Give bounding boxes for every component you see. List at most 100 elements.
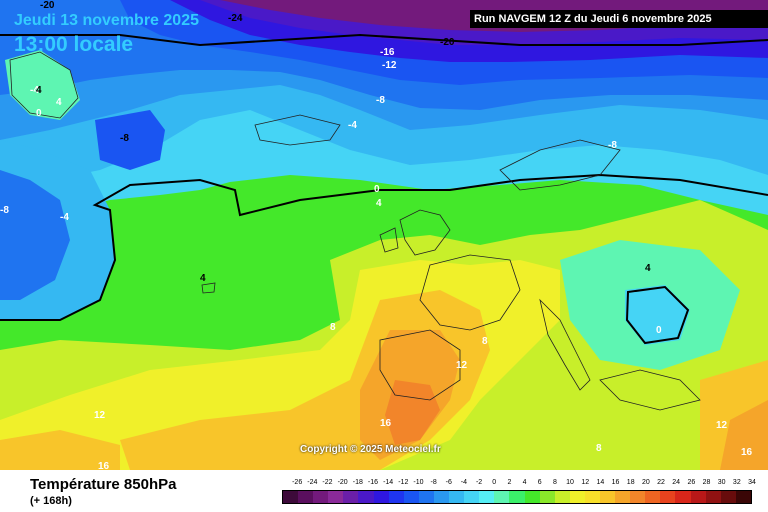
scale-value: 30 [717, 479, 726, 486]
scale-value: 18 [626, 479, 635, 486]
scale-value: 34 [748, 479, 756, 486]
scale-value: 20 [641, 479, 650, 486]
scale-value: -6 [445, 479, 452, 486]
contour-label: -16 [380, 47, 395, 58]
scale-value: 8 [552, 479, 557, 486]
scale-swatch [539, 491, 555, 503]
pocket-zero-contour [625, 285, 690, 345]
scale-value: 0 [492, 479, 497, 486]
scale-swatch [433, 491, 450, 503]
scale-swatch [283, 491, 299, 503]
scale-value: -14 [383, 479, 394, 486]
scale-value: -24 [307, 479, 318, 486]
temperature-map: Jeudi 13 novembre 2025 13:00 locale Run … [0, 0, 768, 470]
zero-contour [0, 173, 768, 321]
scale-value: -26 [292, 479, 303, 486]
scale-swatch [735, 491, 751, 503]
scale-swatch [705, 491, 721, 503]
scale-swatch [494, 491, 510, 503]
scale-value: -2 [475, 479, 483, 486]
scale-value: 14 [596, 479, 605, 486]
contour-label: 16 [741, 447, 753, 458]
forecast-date: Jeudi 13 novembre 2025 [14, 12, 199, 29]
scale-value: -4 [460, 479, 468, 486]
contour-label: -4 [30, 85, 39, 96]
contour-label: -8 [376, 95, 385, 106]
scale-value: 10 [566, 479, 574, 486]
scale-value: 12 [581, 479, 590, 486]
scale-swatch [388, 491, 404, 503]
scale-swatch [464, 491, 480, 503]
contour-label: 16 [98, 461, 110, 470]
run-banner: Run NAVGEM 12 Z du Jeudi 6 novembre 2025 [470, 10, 768, 28]
contour-label: 4 [645, 263, 651, 274]
greenland-island [5, 50, 80, 120]
scale-swatch [554, 491, 570, 503]
scale-swatch [615, 491, 631, 503]
scale-value: 16 [611, 479, 620, 486]
contour-label: -8 [608, 140, 617, 151]
contour-label: 4 [376, 198, 382, 209]
scale-value: -18 [352, 479, 363, 486]
scale-swatch [660, 491, 676, 503]
scale-value: 4 [522, 479, 527, 486]
contour-label: -4 [60, 212, 69, 223]
scale-value: -16 [367, 479, 379, 486]
scale-value: 32 [732, 479, 741, 486]
scale-swatch [373, 491, 389, 503]
scale-value: 28 [702, 479, 711, 486]
contour-label: 0 [36, 108, 42, 119]
scale-swatch [569, 491, 585, 503]
contour-label: -24 [228, 13, 243, 24]
scale-value: 24 [672, 479, 681, 486]
contour-label: -4 [348, 120, 357, 131]
contour-label: 12 [94, 410, 106, 421]
west-pocket-8 [0, 170, 70, 300]
legend-footer: Température 850hPa (+ 168h) -26 -24 -22 -20… [0, 470, 768, 512]
scale-value: -8 [430, 479, 437, 486]
copyright-text: Copyright © 2025 Meteociel.fr [300, 444, 441, 455]
contour-label: -8 [0, 205, 9, 216]
scale-swatch [403, 491, 419, 503]
scale-swatch [645, 491, 661, 503]
scale-swatch [524, 491, 540, 503]
contour-label: -20 [40, 0, 55, 11]
forecast-range: (+ 168h) [30, 495, 72, 507]
scale-swatch [675, 491, 691, 503]
contour-label: 8 [596, 443, 602, 454]
scale-value: 6 [537, 479, 542, 486]
scale-value: -22 [322, 479, 333, 486]
scale-value: -20 [337, 479, 348, 486]
contour-label: -8 [120, 133, 129, 144]
contour-label: 12 [716, 420, 728, 431]
band-sw-warm [0, 430, 120, 470]
band-16 [385, 380, 440, 445]
scale-swatch [599, 491, 616, 503]
scale-swatch [328, 491, 344, 503]
scale-swatch [343, 491, 359, 503]
contour-label: 4 [56, 97, 62, 108]
scale-swatch [509, 491, 525, 503]
contour-label: 12 [456, 360, 468, 371]
scale-swatch [584, 491, 600, 503]
scale-value: 22 [657, 479, 665, 486]
scale-value: -12 [398, 479, 409, 486]
contour-label: 4 [200, 273, 206, 284]
scale-value: 2 [507, 479, 512, 486]
scale-swatch [313, 491, 329, 503]
scale-swatch [449, 491, 465, 503]
forecast-time: 13:00 locale [14, 33, 134, 56]
band-se-hot [720, 400, 768, 470]
color-scale [282, 490, 752, 504]
contour-label: 8 [330, 322, 336, 333]
scale-swatch [630, 491, 646, 503]
contour-label: 8 [482, 336, 488, 347]
contour-label: 4 [36, 85, 42, 96]
scale-value: -10 [413, 479, 424, 486]
scale-value: 26 [687, 479, 696, 486]
contour-label: 0 [374, 184, 380, 195]
contour-label: -12 [382, 60, 397, 71]
coastlines [9, 51, 701, 411]
pocket-cool-0 [625, 285, 690, 345]
scale-swatch [418, 491, 434, 503]
